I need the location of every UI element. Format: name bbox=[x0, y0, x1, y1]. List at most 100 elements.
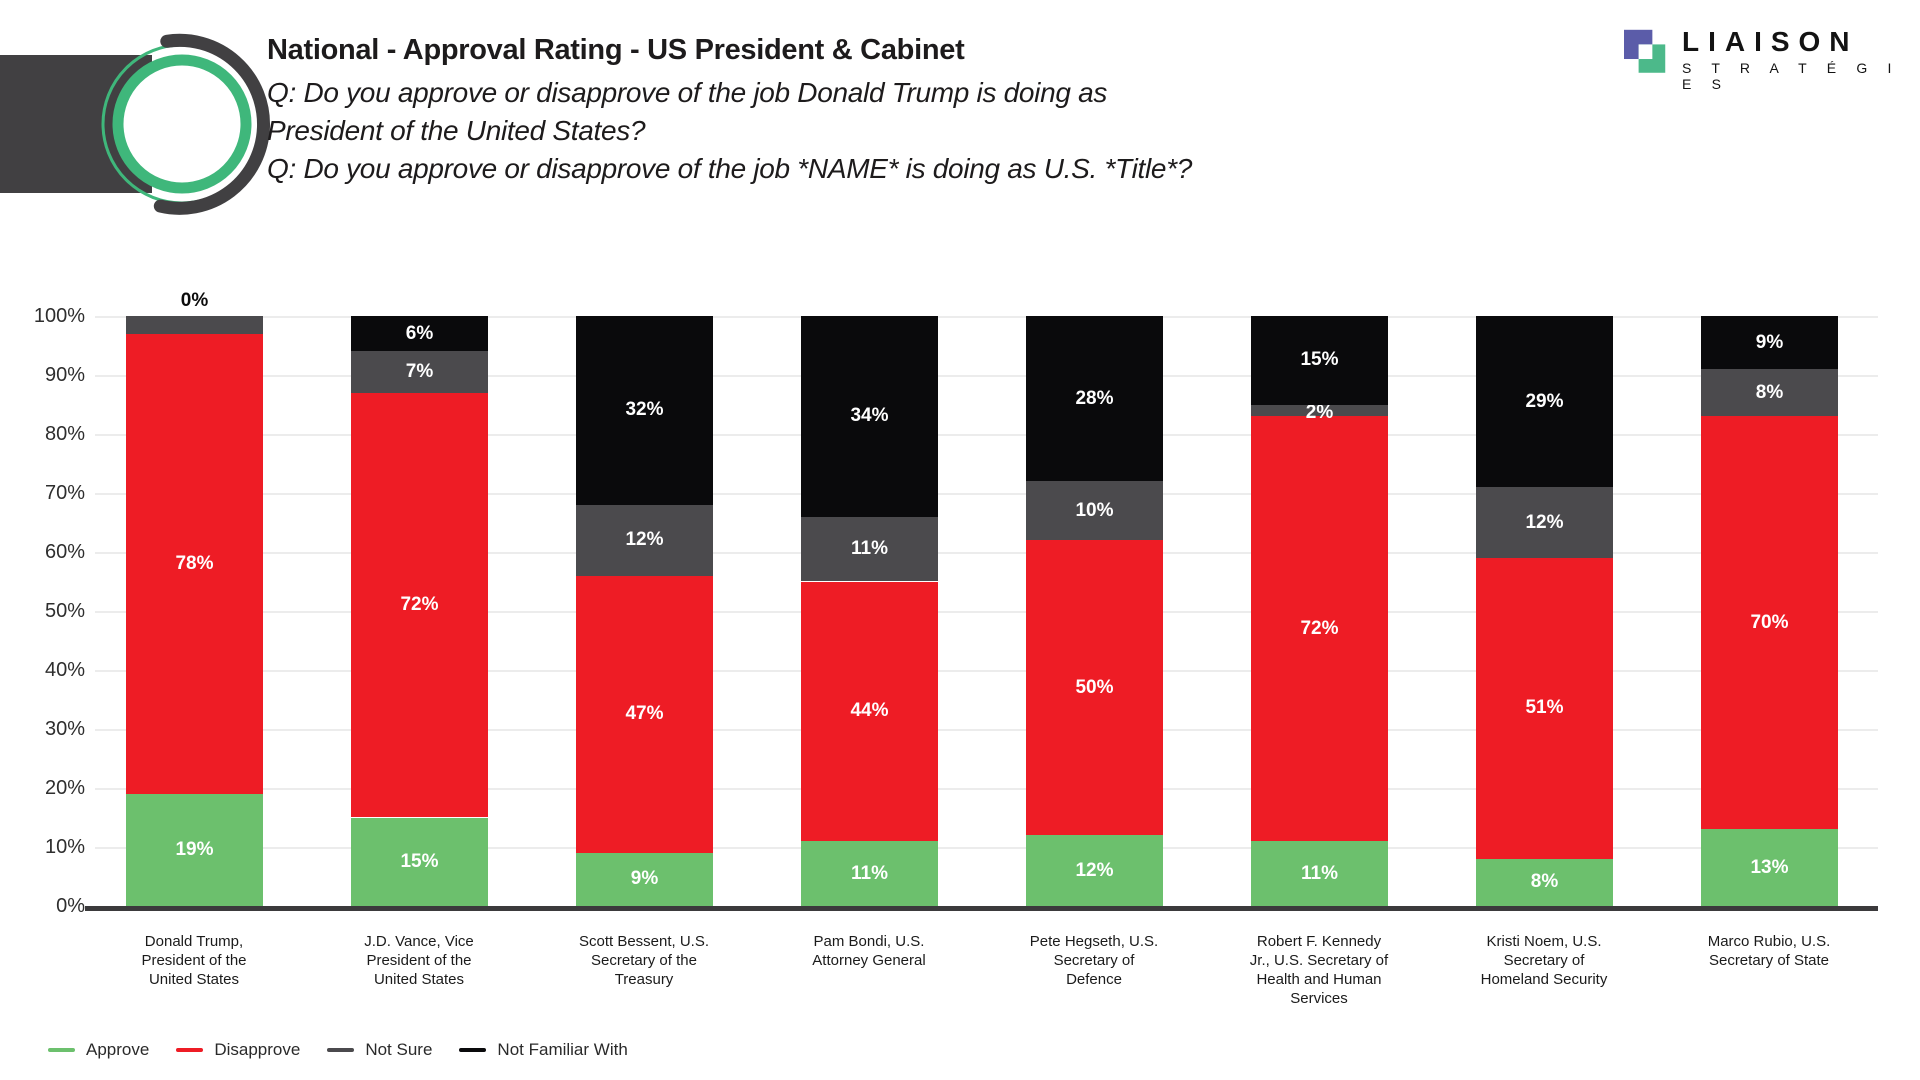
y-axis-tick: 40% bbox=[44, 659, 85, 681]
bar-segment-not_sure bbox=[1251, 404, 1388, 417]
legend-swatch-disapprove bbox=[176, 1048, 204, 1052]
bar-segment-disapprove bbox=[576, 575, 713, 853]
bar-segment-not_familiar bbox=[576, 316, 713, 505]
bar-segment-approve bbox=[1476, 858, 1613, 906]
segment-value-label: 11% bbox=[1301, 862, 1338, 884]
gridline-90 bbox=[95, 375, 1878, 377]
segment-value-label: 72% bbox=[400, 594, 439, 616]
y-axis-tick: 20% bbox=[44, 777, 85, 799]
survey-question-1-line-1: Q: Do you approve or disapprove of the j… bbox=[267, 77, 1108, 108]
gridline-80 bbox=[95, 434, 1878, 436]
bar-segment-not_sure bbox=[351, 351, 488, 393]
segment-value-label: 13% bbox=[1750, 856, 1789, 878]
legend-swatch-not_familiar bbox=[459, 1048, 487, 1052]
bar-segment-not_sure bbox=[1476, 487, 1613, 558]
bar-segment-not_sure bbox=[1026, 481, 1163, 541]
bar-segment-approve bbox=[351, 817, 488, 906]
bar-segment-not_familiar bbox=[1701, 316, 1838, 370]
legend-swatch-not_sure bbox=[327, 1048, 355, 1052]
bar-segment-not_sure bbox=[1701, 369, 1838, 417]
x-axis-line bbox=[85, 906, 1878, 911]
brand-dark-arc bbox=[153, 33, 271, 215]
segment-value-label: 32% bbox=[625, 399, 664, 421]
gridline-100 bbox=[95, 316, 1878, 318]
x-axis-category-label: Robert F. Kennedy Jr., U.S. Secretary of… bbox=[1249, 933, 1389, 1007]
y-axis-tick: 80% bbox=[44, 423, 85, 445]
bar-segment-not_familiar bbox=[1476, 316, 1613, 488]
y-axis-tick: 50% bbox=[44, 600, 85, 622]
bar-segment-not_sure bbox=[126, 316, 263, 334]
x-axis-category-label: Pete Hegseth, U.S. Secretary of Defence bbox=[1029, 933, 1159, 988]
y-axis-tick: 70% bbox=[44, 482, 85, 504]
y-axis-tick: 90% bbox=[44, 364, 85, 386]
x-axis-category-label: Kristi Noem, U.S. Secretary of Homeland … bbox=[1480, 933, 1608, 988]
bar-segment-not_sure bbox=[801, 516, 938, 582]
legend-label: Not Familiar With bbox=[497, 1040, 628, 1059]
segment-value-label: 70% bbox=[1750, 611, 1789, 633]
bar-segment-approve bbox=[801, 841, 938, 906]
gridline-20 bbox=[95, 788, 1878, 790]
segment-value-label: 9% bbox=[1755, 331, 1784, 353]
bar-segment-disapprove bbox=[1026, 540, 1163, 836]
bar-segment-not_familiar bbox=[1251, 316, 1388, 405]
y-axis-tick: 60% bbox=[44, 541, 85, 563]
segment-value-label: 6% bbox=[405, 322, 434, 344]
segment-value-label: 15% bbox=[400, 850, 439, 872]
legend-item-disapprove: Disapprove bbox=[176, 1040, 300, 1060]
segment-value-label: 12% bbox=[625, 529, 664, 551]
liaison-logo: LIAISON S T R A T É G I E S bbox=[1624, 26, 1920, 92]
bar-segment-not_familiar bbox=[801, 316, 938, 517]
legend-label: Disapprove bbox=[214, 1040, 301, 1059]
x-axis-category-label: Marco Rubio, U.S. Secretary of State bbox=[1707, 933, 1831, 969]
bar-segment-disapprove bbox=[126, 333, 263, 794]
gridline-50 bbox=[95, 611, 1878, 613]
gridline-30 bbox=[95, 729, 1878, 731]
segment-value-label: 0% bbox=[180, 290, 209, 311]
survey-question-2: Q: Do you approve or disapprove of the j… bbox=[267, 153, 1193, 184]
segment-value-label: 8% bbox=[1755, 381, 1784, 403]
bar-segment-approve bbox=[1026, 835, 1163, 906]
x-axis-category-label: J.D. Vance, Vice President of the United… bbox=[364, 933, 474, 988]
segment-value-label: 12% bbox=[1075, 859, 1114, 881]
bar-segment-disapprove bbox=[801, 581, 938, 842]
segment-value-label: 51% bbox=[1525, 697, 1564, 719]
liaison-subname: S T R A T É G I E S bbox=[1681, 60, 1900, 92]
segment-value-label: 19% bbox=[175, 838, 214, 860]
brand-ring-graphic bbox=[0, 33, 271, 215]
segment-value-label: 8% bbox=[1530, 871, 1559, 893]
segment-value-label: 12% bbox=[1525, 511, 1564, 533]
segment-value-label: 11% bbox=[851, 862, 888, 884]
bar-segment-disapprove bbox=[351, 392, 488, 818]
brand-green-ring bbox=[112, 54, 252, 194]
bar-segment-approve bbox=[126, 793, 263, 906]
x-axis-category-label: Scott Bessent, U.S. Secretary of the Tre… bbox=[578, 933, 710, 988]
segment-value-label: 10% bbox=[1075, 499, 1114, 521]
chart-legend: Approve Disapprove Not Sure Not Familiar Wi… bbox=[48, 1040, 655, 1060]
legend-swatch-approve bbox=[48, 1048, 75, 1052]
segment-value-label: 34% bbox=[850, 405, 889, 427]
y-axis-tick: 30% bbox=[44, 718, 85, 740]
header-block: National - Approval Rating - US Presiden… bbox=[267, 34, 1192, 186]
gridline-40 bbox=[95, 670, 1878, 672]
bar-segment-approve bbox=[1251, 841, 1388, 906]
liaison-squares-icon bbox=[1624, 29, 1666, 73]
y-axis-tick: 0% bbox=[56, 895, 85, 917]
segment-value-label: 2% bbox=[1305, 401, 1334, 423]
segment-value-label: 78% bbox=[175, 552, 214, 574]
gridline-10 bbox=[95, 847, 1878, 849]
segment-value-label: 15% bbox=[1300, 349, 1339, 371]
y-axis-tick: 100% bbox=[33, 305, 85, 327]
liaison-name: LIAISON bbox=[1681, 26, 1859, 57]
segment-value-label: 50% bbox=[1075, 676, 1114, 698]
segment-value-label: 9% bbox=[630, 868, 659, 890]
bar-segment-disapprove bbox=[1701, 416, 1838, 830]
bar-segment-disapprove bbox=[1251, 416, 1388, 842]
bar-segment-not_sure bbox=[576, 504, 713, 576]
legend-item-not_familiar: Not Familiar With bbox=[459, 1040, 628, 1060]
legend-label: Not Sure bbox=[365, 1040, 433, 1059]
legend-item-not_sure: Not Sure bbox=[327, 1040, 432, 1060]
bar-segment-not_familiar bbox=[1026, 316, 1163, 482]
legend-label: Approve bbox=[86, 1040, 150, 1059]
segment-value-label: 7% bbox=[405, 361, 434, 383]
